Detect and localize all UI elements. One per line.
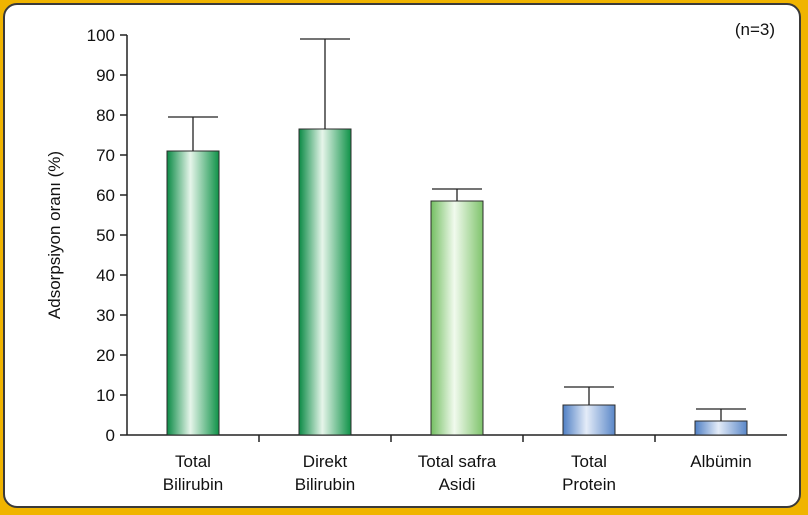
bar-1 [298, 128, 352, 436]
y-tick-label: 90 [96, 66, 115, 85]
y-axis-title: Adsorpsiyon oranı (%) [45, 151, 64, 319]
y-tick-label: 70 [96, 146, 115, 165]
chart-frame: 0 10 20 30 40 50 60 70 80 90 100 Total Bilirubin Dir… [3, 3, 801, 508]
y-tick-label: 20 [96, 346, 115, 365]
bars [166, 128, 748, 436]
category-label: Direkt [303, 452, 348, 471]
y-tick-label: 50 [96, 226, 115, 245]
x-axis-ticks [258, 435, 656, 442]
category-label: Total safra [418, 452, 497, 471]
y-tick-label: 30 [96, 306, 115, 325]
error-bars [168, 38, 746, 421]
sample-size-annotation: (n=3) [735, 20, 775, 39]
bar-3 [562, 404, 616, 436]
category-label: Total [571, 452, 607, 471]
category-label: Bilirubin [295, 475, 355, 494]
y-tick-label: 40 [96, 266, 115, 285]
category-label: Albümin [690, 452, 751, 471]
y-tick-label: 60 [96, 186, 115, 205]
bar-0 [166, 150, 220, 436]
y-tick-label: 80 [96, 106, 115, 125]
bar-4 [694, 420, 748, 436]
y-axis-ticks: 0 10 20 30 40 50 60 70 80 90 100 [87, 26, 127, 445]
bar-chart: 0 10 20 30 40 50 60 70 80 90 100 Total Bilirubin Dir… [45, 20, 787, 494]
category-label: Total [175, 452, 211, 471]
y-tick-label: 10 [96, 386, 115, 405]
category-label: Bilirubin [163, 475, 223, 494]
y-tick-label: 0 [106, 426, 115, 445]
category-label: Asidi [439, 475, 476, 494]
bar-2 [430, 200, 484, 436]
y-tick-label: 100 [87, 26, 115, 45]
category-label: Protein [562, 475, 616, 494]
category-labels: Total Bilirubin Direkt Bilirubin Total safra… [163, 452, 752, 494]
